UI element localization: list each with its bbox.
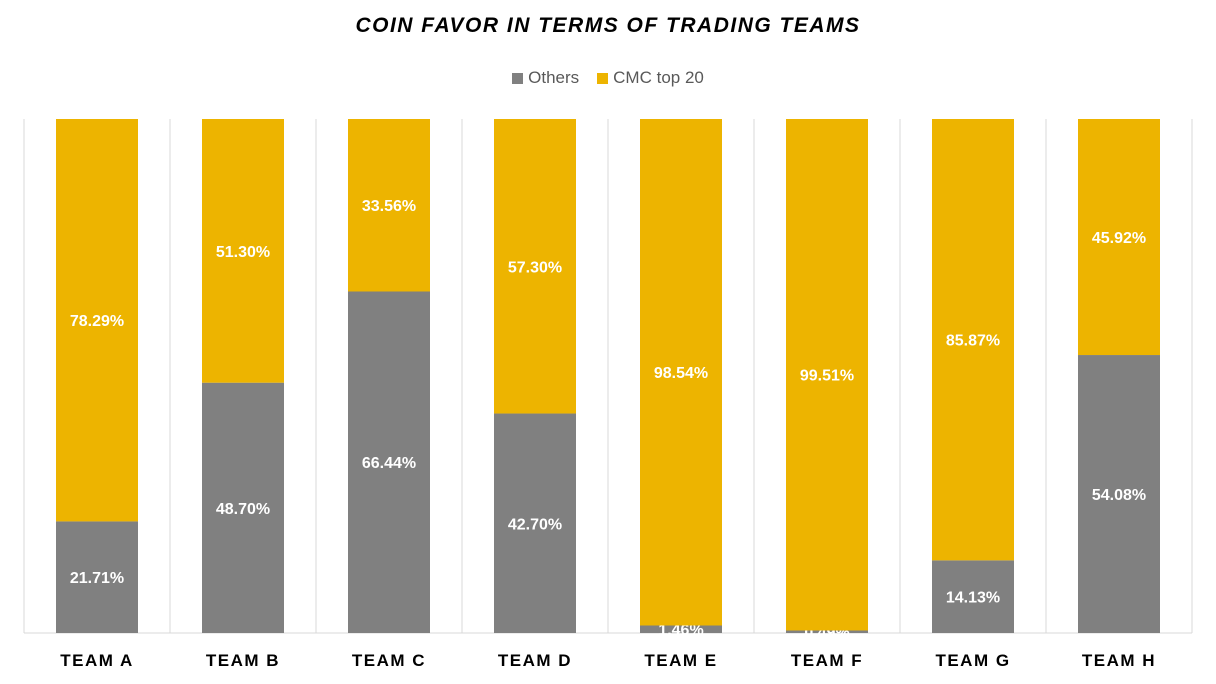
- data-label-others: 1.46%: [658, 622, 703, 639]
- bar-cmc-top-20: [348, 119, 430, 292]
- bar-others: [1078, 355, 1160, 633]
- bar-others: [56, 521, 138, 633]
- bar-others: [494, 413, 576, 633]
- legend: Others CMC top 20: [0, 68, 1216, 88]
- x-tick-label: TEAM A: [60, 651, 134, 670]
- legend-item-cmc-top-20: CMC top 20: [597, 68, 704, 88]
- data-label-others: 48.70%: [216, 501, 270, 518]
- data-label-others: 21.71%: [70, 570, 124, 587]
- bar-cmc-top-20: [202, 119, 284, 383]
- x-tick-label: TEAM B: [206, 651, 280, 670]
- data-label-cmc-top-20: 78.29%: [70, 313, 124, 330]
- bar-cmc-top-20: [640, 119, 722, 626]
- x-tick-label: TEAM C: [352, 651, 426, 670]
- data-label-others: 66.44%: [362, 455, 416, 472]
- legend-label-cmc-top-20: CMC top 20: [613, 68, 704, 87]
- legend-swatch-cmc-top-20: [597, 72, 609, 84]
- bar-others: [932, 560, 1014, 633]
- x-tick-label: TEAM H: [1082, 651, 1156, 670]
- chart-title: COIN FAVOR IN TERMS OF TRADING TEAMS: [355, 14, 861, 37]
- legend-label-others: Others: [528, 68, 580, 87]
- bar-cmc-top-20: [932, 119, 1014, 561]
- data-label-cmc-top-20: 99.51%: [800, 368, 854, 385]
- data-label-others: 42.70%: [508, 516, 562, 533]
- x-tick-label: TEAM F: [791, 651, 863, 670]
- bar-cmc-top-20: [786, 119, 868, 631]
- data-label-cmc-top-20: 45.92%: [1092, 230, 1146, 247]
- bar-others: [640, 625, 722, 633]
- x-tick-label: TEAM G: [935, 651, 1010, 670]
- x-tick-label: TEAM E: [644, 651, 717, 670]
- bar-cmc-top-20: [1078, 119, 1160, 356]
- bar-others: [202, 382, 284, 633]
- bar-others: [348, 291, 430, 633]
- data-label-cmc-top-20: 33.56%: [362, 198, 416, 215]
- data-label-cmc-top-20: 98.54%: [654, 365, 708, 382]
- legend-swatch-others: [512, 72, 524, 84]
- data-label-others: 14.13%: [946, 590, 1000, 607]
- data-label-cmc-top-20: 51.30%: [216, 244, 270, 261]
- bar-cmc-top-20: [494, 119, 576, 414]
- x-tick-label: TEAM D: [498, 651, 572, 670]
- data-label-cmc-top-20: 85.87%: [946, 333, 1000, 350]
- bar-cmc-top-20: [56, 119, 138, 522]
- legend-item-others: Others: [512, 68, 579, 88]
- bar-others: [786, 630, 868, 633]
- data-label-others: 54.08%: [1092, 487, 1146, 504]
- data-label-cmc-top-20: 57.30%: [508, 259, 562, 276]
